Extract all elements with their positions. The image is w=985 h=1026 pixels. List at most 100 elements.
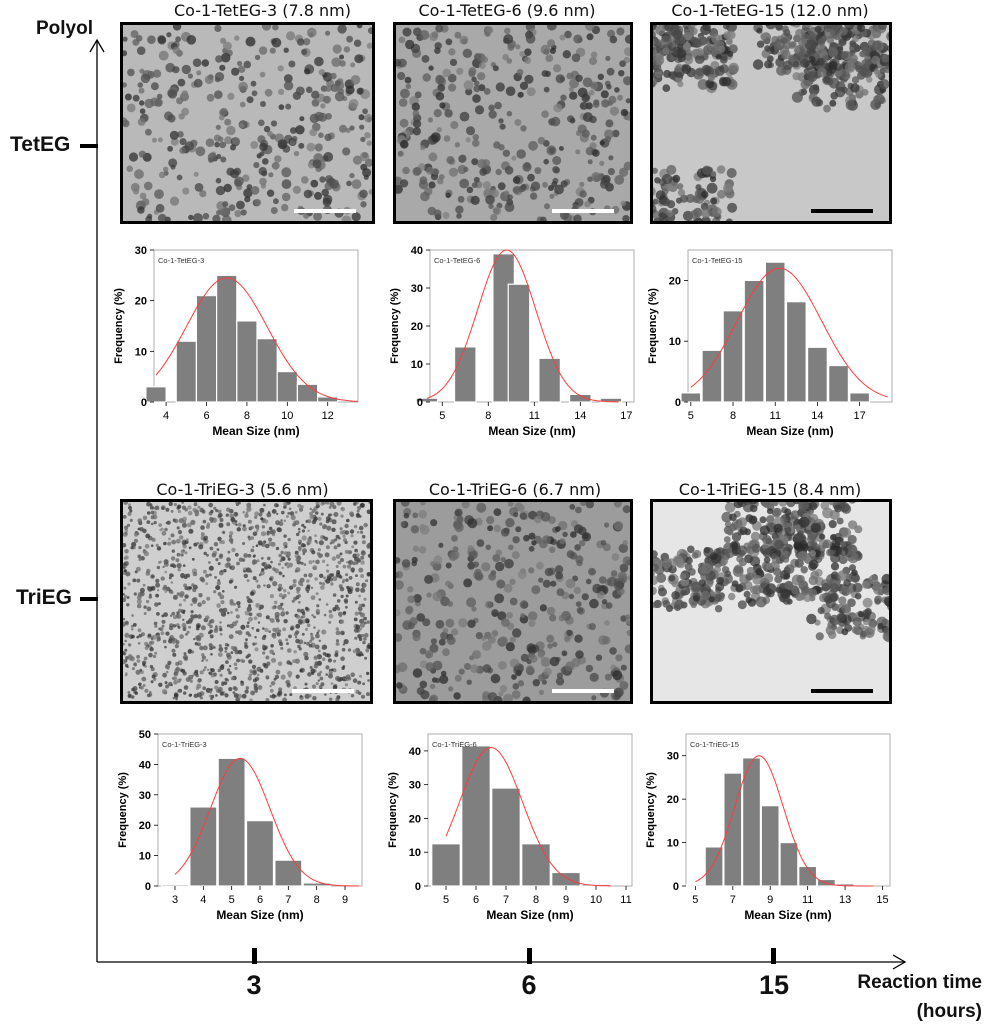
y-tick-label: 20 xyxy=(411,321,423,333)
x-tick-label: 7 xyxy=(730,894,736,906)
y-tick-label: 30 xyxy=(667,751,679,763)
y-tick-label: 10 xyxy=(669,336,681,348)
histogram-bar xyxy=(176,341,196,402)
histogram-bar xyxy=(462,746,491,886)
x-tick-label: 7 xyxy=(285,894,291,906)
y-tick-label: 20 xyxy=(409,813,421,825)
x-tick-label: 11 xyxy=(529,410,540,422)
y-tick-label: 20 xyxy=(135,296,147,308)
series-title: Co-1-TriEG-6 xyxy=(432,740,477,749)
x-tick-label: 13 xyxy=(839,894,851,906)
x-axis-label: Reaction time (hours) xyxy=(800,968,982,1026)
x-tick-label: 5 xyxy=(692,894,698,906)
histogram-bar xyxy=(508,284,529,402)
x-tick-label: 9 xyxy=(563,894,569,906)
x-axis-title: Mean Size (nm) xyxy=(746,424,833,438)
x-tick-label: 10 xyxy=(281,410,293,422)
x-tick-label: 17 xyxy=(620,410,632,422)
y-tick-label: 20 xyxy=(667,794,679,806)
histogram-bar xyxy=(247,821,274,886)
histogram-bar xyxy=(808,347,828,402)
x-tick-label: 10 xyxy=(590,894,602,906)
x-axis-title: Mean Size (nm) xyxy=(486,908,573,922)
histogram-bar xyxy=(190,807,217,886)
y-tick-label: 40 xyxy=(409,746,421,758)
histogram-bar xyxy=(780,843,798,886)
histogram-bar xyxy=(196,296,216,402)
x-tick-label: 14 xyxy=(811,410,823,422)
series-title: Co-1-TetEG-3 xyxy=(158,256,204,265)
y-axis-title: Frequency (%) xyxy=(645,772,657,848)
histogram-bar xyxy=(318,397,338,402)
histogram-bar xyxy=(432,844,461,886)
x-tick-label: 8 xyxy=(314,894,320,906)
y-tick-label: 10 xyxy=(139,851,151,863)
x-tick-label: 8 xyxy=(730,410,736,422)
histogram-bar xyxy=(702,350,722,402)
x-tick-label: 5 xyxy=(439,410,445,422)
y-tick-teteg xyxy=(80,144,98,148)
x-tick-label: 8 xyxy=(533,894,539,906)
histogram-bar xyxy=(850,393,870,402)
y-tick-label: 10 xyxy=(411,359,423,371)
x-tick-3 xyxy=(252,948,257,964)
series-title: Co-1-TetEG-6 xyxy=(434,256,480,265)
histogram-bar xyxy=(705,847,723,886)
caption-teteg-6: Co-1-TetEG-6 (9.6 nm) xyxy=(372,1,642,20)
tem-image-trieg-3 xyxy=(120,499,373,704)
histogram-bar xyxy=(552,872,581,886)
x-tick-label: 12 xyxy=(322,410,334,422)
scale-bar xyxy=(294,209,356,213)
y-tick-label: 10 xyxy=(409,847,421,859)
x-tick-label: 5 xyxy=(443,894,449,906)
x-tick-label: 5 xyxy=(229,894,235,906)
x-tick-label: 7 xyxy=(503,894,509,906)
histogram-bar xyxy=(237,321,257,402)
tem-image-teteg-15 xyxy=(650,22,892,224)
caption-teteg-3: Co-1-TetEG-3 (7.8 nm) xyxy=(120,1,405,20)
histogram-bar xyxy=(723,311,743,402)
y-axis-label: Polyol xyxy=(36,18,93,40)
y-tick-label: 40 xyxy=(411,245,423,257)
x-tick-label: 11 xyxy=(620,894,631,906)
y-tick-label: 20 xyxy=(669,275,681,287)
tem-image-teteg-3 xyxy=(120,22,375,224)
histogram-bar xyxy=(492,788,521,886)
caption-teteg-15: Co-1-TetEG-15 (12.0 nm) xyxy=(640,1,900,20)
scale-bar xyxy=(552,689,614,693)
histogram-bar xyxy=(217,275,237,402)
scale-bar xyxy=(811,689,873,693)
caption-trieg-15: Co-1-TriEG-15 (8.4 nm) xyxy=(640,480,900,499)
x-axis-title: Mean Size (nm) xyxy=(488,424,575,438)
y-axis-title: Frequency (%) xyxy=(647,288,659,364)
tem-image-teteg-6 xyxy=(393,22,633,224)
y-tick-trieg xyxy=(80,597,98,601)
scale-bar xyxy=(811,209,873,213)
x-tick-label-3: 3 xyxy=(224,970,284,1001)
x-tick-label: 14 xyxy=(574,410,586,422)
series-title: Co-1-TriEG-15 xyxy=(690,740,739,749)
y-axis-title: Frequency (%) xyxy=(387,772,399,848)
histogram-bar xyxy=(786,302,806,402)
x-tick-label: 8 xyxy=(244,410,250,422)
series-title: Co-1-TriEG-3 xyxy=(162,740,207,749)
y-tick-label: 30 xyxy=(409,780,421,792)
x-axis-title: Mean Size (nm) xyxy=(216,908,303,922)
histogram-bar xyxy=(743,758,761,886)
histogram-bar xyxy=(681,393,701,402)
y-tick-label: 40 xyxy=(139,759,151,771)
row-label-trieg: TriEG xyxy=(16,586,72,610)
x-axis-title: Mean Size (nm) xyxy=(744,908,831,922)
x-tick-label: 6 xyxy=(257,894,263,906)
histogram-bar xyxy=(146,387,166,402)
x-tick-label: 5 xyxy=(688,410,694,422)
histogram-bar xyxy=(275,860,302,886)
y-tick-label: 10 xyxy=(135,346,147,358)
x-axis-title: Mean Size (nm) xyxy=(212,424,299,438)
x-tick-label: 11 xyxy=(802,894,813,906)
x-tick-label: 15 xyxy=(876,894,888,906)
